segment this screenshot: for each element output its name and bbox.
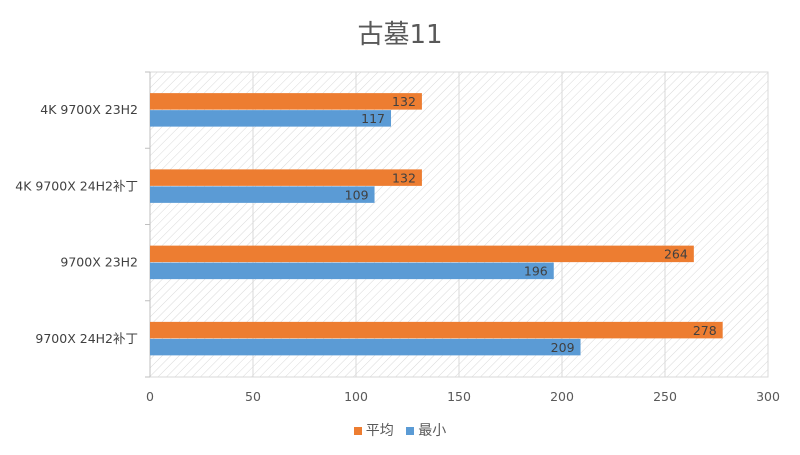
x-tick-label: 200 [550, 389, 574, 404]
bar [150, 338, 581, 356]
x-tick-label: 50 [245, 389, 261, 404]
bar [150, 262, 554, 280]
legend-item-avg: 平均 [353, 420, 394, 440]
legend-swatch [353, 427, 362, 435]
legend-item-min: 最小 [406, 420, 446, 440]
data-label: 109 [345, 187, 369, 202]
x-tick-label: 100 [344, 389, 368, 404]
chart-title: 古墓11 [357, 20, 443, 50]
data-label: 278 [693, 323, 717, 338]
category-label: 9700X 24H2补丁 [35, 331, 138, 346]
data-label: 132 [392, 170, 416, 185]
data-label: 209 [551, 340, 575, 355]
bar [150, 110, 392, 127]
x-tick-label: 0 [146, 389, 154, 404]
data-label: 132 [392, 94, 416, 109]
category-label: 9700X 23H2 [60, 255, 138, 270]
legend-label: 平均 [365, 423, 394, 439]
x-tick-label: 300 [756, 389, 780, 404]
data-label: 264 [664, 247, 688, 262]
bar [150, 321, 723, 339]
bar [150, 245, 694, 263]
legend: 平均 最小 [0, 420, 800, 440]
legend-swatch [406, 427, 415, 435]
data-label: 196 [524, 264, 548, 279]
bar [150, 93, 422, 110]
bar [150, 186, 375, 203]
x-tick-label: 150 [447, 389, 471, 404]
category-label: 4K 9700X 24H2补丁 [15, 178, 138, 193]
bar [150, 169, 422, 186]
category-label: 4K 9700X 23H2 [40, 102, 138, 117]
data-label: 117 [361, 111, 385, 126]
x-tick-label: 250 [653, 389, 677, 404]
legend-label: 最小 [418, 423, 447, 439]
